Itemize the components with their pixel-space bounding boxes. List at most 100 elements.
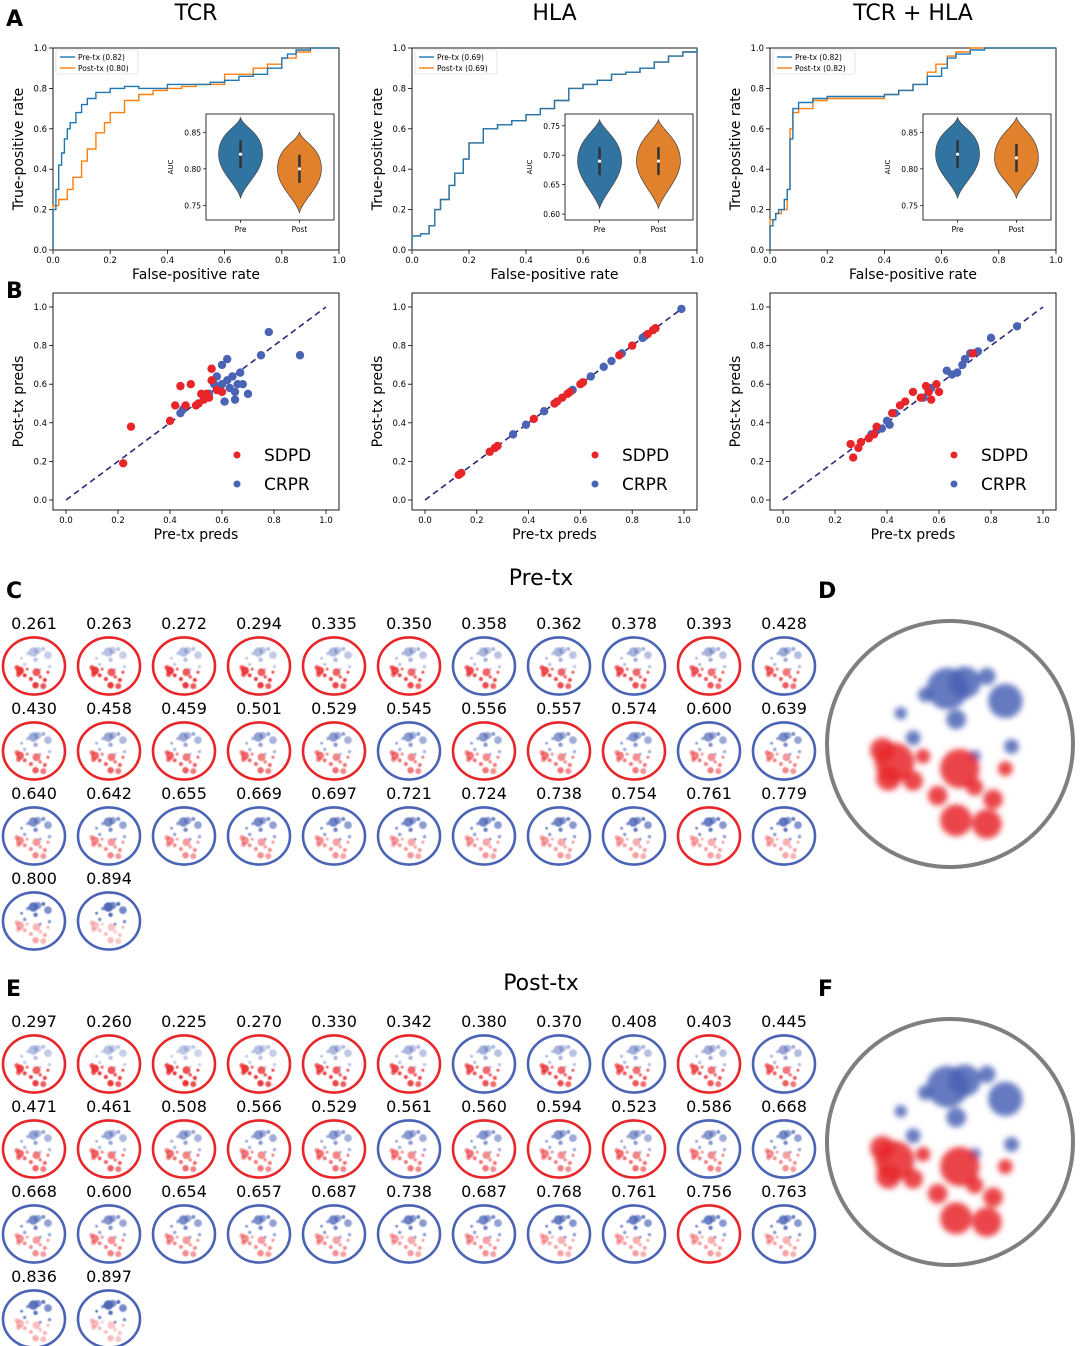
crpr-blob [116,1129,121,1134]
map-blobs [764,1214,802,1258]
patient-score: 0.370 [536,1012,582,1031]
crpr-blob [108,1140,113,1146]
sdpd-blob [421,755,425,759]
response-ring [151,1034,217,1094]
sdpd-blob [16,1325,21,1331]
inset-y-tick-label: 0.80 [184,165,201,174]
sdpd-blob [391,842,396,848]
sdpd-blob [482,1079,489,1087]
crpr-blob [647,1232,652,1237]
sdpd-blob [46,755,50,759]
crpr-blob [719,821,727,830]
sdpd-blob [488,845,492,849]
patient-map [526,1204,592,1264]
sdpd-blob [40,1081,47,1088]
crpr-blob [33,1055,38,1061]
sdpd-blob [565,853,572,860]
crpr-blob [709,731,717,740]
crpr-blob [191,1044,196,1049]
inset-y-tick-label: 0.85 [184,128,201,137]
crpr-blob [101,1134,105,1139]
crpr-blob [551,1219,555,1224]
crpr-blob [473,1230,477,1235]
crpr-blob [719,1219,727,1228]
sdpd-blob [342,847,347,852]
crpr-point [220,397,229,406]
inset-y-tick-label: 0.75 [543,122,560,131]
patient-score: 0.768 [536,1182,582,1201]
response-ring [751,1119,817,1179]
sdpd-blob [547,1241,552,1246]
sdpd-blob [565,1081,572,1088]
sdpd-blob [616,757,621,763]
crpr-blob [197,1147,202,1152]
crpr-blob [41,1299,46,1304]
sdpd-blob [464,835,470,841]
sdpd-blob [721,840,725,844]
crpr-blob [918,1085,933,1101]
crpr-blob [41,1044,46,1049]
crpr-blob [116,1044,121,1049]
patient-map [526,1119,592,1179]
x-tick-label: 0.4 [161,256,175,266]
sdpd-blob [172,673,177,678]
sdpd-blob [314,1063,320,1069]
sdpd-blob [271,755,275,759]
crpr-blob [401,1134,405,1139]
y-tick-label: 0.6 [750,125,764,135]
crpr-blob [191,1129,196,1134]
sdpd-blob [121,1153,125,1157]
y-tick-label: 0.8 [33,84,47,94]
crpr-blob [170,656,173,660]
crpr-blob [620,741,623,745]
sdpd-blob [413,1073,417,1077]
sdpd-blob [342,1075,347,1080]
sdpd-blob [407,753,416,762]
crpr-blob [773,832,777,837]
crpr-blob [422,834,427,839]
y-tick-label: 0.4 [392,165,406,175]
response-ring [676,1119,742,1179]
sdpd-blob [196,840,200,844]
crpr-blob [633,742,638,748]
sdpd-blob [89,1318,95,1324]
sdpd-blob [332,681,339,689]
sdpd-blob [567,847,572,852]
legend-box [55,49,139,75]
patient-score: 0.594 [536,1097,582,1116]
crpr-blob [47,834,52,839]
crpr-blob [197,834,202,839]
patient-map [376,1119,442,1179]
crpr-blob [116,731,121,736]
sdpd-blob [338,845,342,849]
crpr-blob [494,821,502,830]
sdpd-blob [166,1240,171,1246]
crpr-blob [620,1224,623,1228]
sdpd-blob [91,927,96,933]
crpr-blob [20,1139,23,1143]
sdpd-blob [790,853,797,860]
sdpd-blob [766,842,771,848]
crpr-blob [620,1054,623,1058]
crpr-blob [108,742,113,748]
map-blobs [614,816,652,860]
crpr-blob [695,1139,698,1143]
crpr-blob [41,901,46,906]
sdpd-blob [178,1160,183,1165]
sdpd-blob [14,1063,20,1069]
response-ring [76,891,142,951]
crpr-blob [784,1214,792,1223]
crpr-blob [894,707,907,720]
crpr-blob [797,749,802,754]
sdpd-blob [175,837,179,841]
sdpd-blob [715,683,722,690]
sdpd-blob [482,851,489,859]
x-tick-label: 0.0 [59,516,73,526]
crpr-blob [26,1134,30,1139]
sdpd-blob [175,752,179,756]
sdpd-blob [490,768,497,775]
y-tick-label: 0.2 [392,457,406,467]
sdpd-blob [241,1070,246,1076]
sdpd-blob [25,1150,29,1154]
sdpd-blob [247,1156,252,1161]
